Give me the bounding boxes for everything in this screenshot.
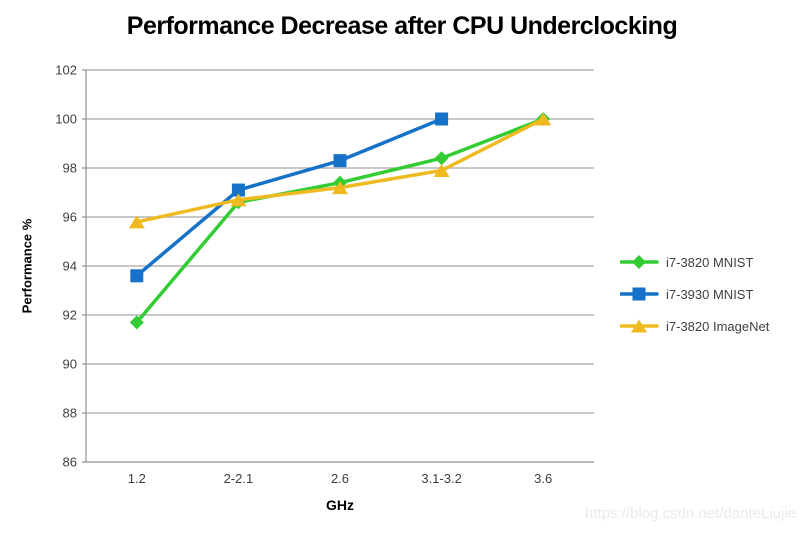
legend-marker-icon bbox=[620, 255, 659, 269]
square-marker bbox=[130, 269, 144, 283]
x-tick-label: 2-2.1 bbox=[224, 471, 254, 486]
legend-label: i7-3930 MNIST bbox=[666, 286, 754, 302]
y-tick-label: 86 bbox=[63, 455, 77, 470]
watermark: https://blog.csdn.net/danteLiujie bbox=[585, 505, 796, 522]
legend-item: i7-3930 MNIST bbox=[620, 278, 769, 310]
x-axis-title: GHz bbox=[326, 497, 354, 513]
x-tick-label: 3.1-3.2 bbox=[421, 471, 461, 486]
triangle-marker bbox=[535, 112, 552, 126]
diamond-marker bbox=[129, 315, 144, 330]
legend: i7-3820 MNIST i7-3930 MNIST i7-3820 ImageN… bbox=[620, 246, 769, 342]
series-line bbox=[135, 117, 444, 278]
diamond-marker bbox=[632, 255, 646, 269]
x-tick-label: 1.2 bbox=[128, 471, 146, 486]
legend-label: i7-3820 ImageNet bbox=[666, 318, 770, 334]
y-tick-label: 96 bbox=[63, 210, 77, 225]
series-line bbox=[135, 117, 545, 224]
legend-item: i7-3820 MNIST bbox=[620, 246, 769, 278]
diamond-marker bbox=[434, 151, 449, 166]
y-tick-label: 100 bbox=[55, 112, 77, 127]
chart-title: Performance Decrease after CPU Undercloc… bbox=[126, 12, 678, 40]
legend-marker-icon bbox=[620, 319, 659, 333]
triangle-marker bbox=[433, 163, 450, 177]
triangle-marker bbox=[128, 215, 145, 229]
legend-marker-icon bbox=[620, 287, 659, 301]
square-marker bbox=[632, 287, 646, 301]
x-tick-label: 3.6 bbox=[534, 471, 552, 486]
square-marker bbox=[333, 154, 347, 168]
y-tick-label: 102 bbox=[55, 63, 77, 78]
triangle-marker bbox=[631, 319, 647, 333]
legend-item: i7-3820 ImageNet bbox=[620, 310, 769, 342]
triangle-marker bbox=[230, 193, 247, 207]
square-marker bbox=[231, 183, 245, 197]
legend-label: i7-3820 MNIST bbox=[666, 254, 754, 270]
y-tick-label: 98 bbox=[63, 161, 77, 176]
y-tick-label: 90 bbox=[63, 357, 77, 372]
y-tick-label: 88 bbox=[63, 406, 77, 421]
y-tick-label: 94 bbox=[63, 259, 77, 274]
y-tick-label: 92 bbox=[63, 308, 77, 323]
triangle-marker bbox=[332, 181, 348, 195]
x-tick-label: 2.6 bbox=[331, 471, 349, 486]
square-marker bbox=[435, 112, 449, 126]
